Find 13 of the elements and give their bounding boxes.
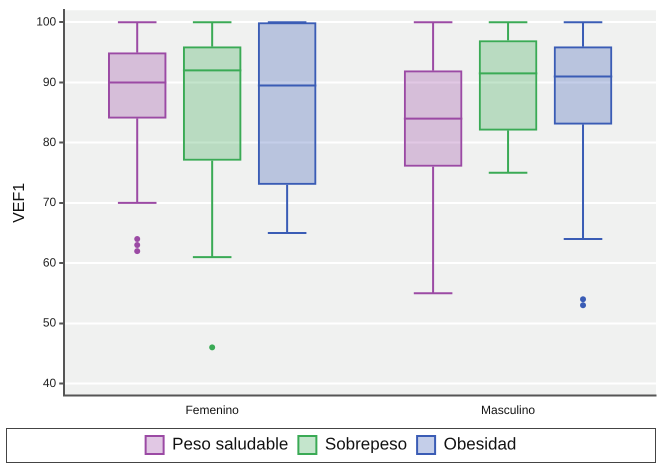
y-tick-label: 80 <box>42 134 57 149</box>
x-tick-label: Masculino <box>481 403 536 418</box>
y-axis-title: VEF1 <box>11 182 28 223</box>
y-tick-label: 100 <box>36 14 57 29</box>
legend-label: Obesidad <box>444 434 516 454</box>
y-tick-label: 50 <box>42 316 57 330</box>
y-tick-label: 40 <box>42 376 57 390</box>
y-tick-label: 90 <box>42 74 57 89</box>
legend-label: Sobrepeso <box>324 434 408 454</box>
y-tick-label: 60 <box>42 255 57 270</box>
x-tick-label: Femenino <box>185 403 240 418</box>
legend-label: Peso saludable <box>172 434 288 454</box>
y-tick-label: 70 <box>42 195 57 210</box>
